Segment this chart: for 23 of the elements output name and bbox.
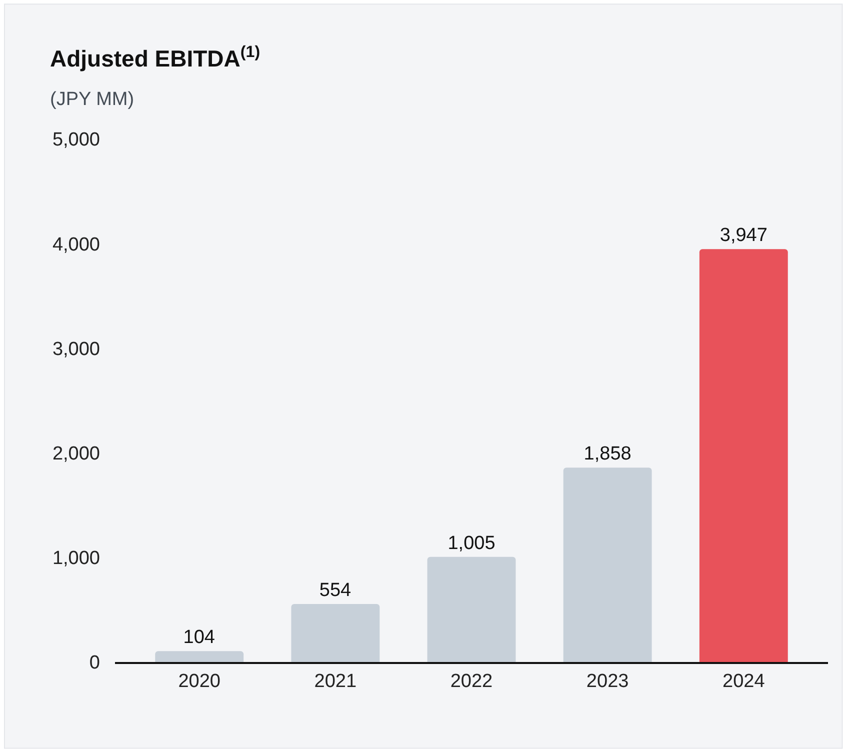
- x-tick-label: 2023: [586, 670, 629, 692]
- bar: [291, 604, 380, 662]
- bar: [699, 249, 788, 662]
- data-label: 1,005: [448, 532, 496, 554]
- x-tick-label: 2024: [722, 670, 766, 692]
- x-tick-label: 2022: [450, 670, 493, 692]
- chart-subtitle: (JPY MM): [50, 89, 134, 110]
- y-tick-label: 5,000: [52, 130, 100, 151]
- y-tick-label: 0: [89, 652, 100, 674]
- data-label: 554: [319, 580, 352, 602]
- y-tick-label: 3,000: [52, 338, 100, 360]
- data-label: 1,858: [584, 444, 632, 465]
- data-label: 3,947: [720, 225, 768, 246]
- chart-title: Adjusted EBITDA$^{(1)}$: [50, 43, 260, 72]
- x-tick-label: 2021: [314, 670, 357, 692]
- y-tick-label: 1,000: [52, 548, 100, 570]
- y-tick-label: 4,000: [52, 234, 100, 256]
- bar: [427, 556, 516, 662]
- bar: [155, 651, 244, 662]
- y-tick-label: 2,000: [52, 443, 100, 464]
- data-label: 104: [183, 627, 216, 648]
- x-tick-label: 2020: [178, 670, 220, 692]
- bar: [563, 468, 652, 662]
